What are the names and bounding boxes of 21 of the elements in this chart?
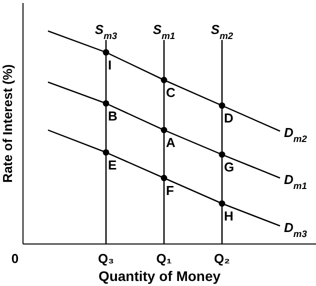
- annotation: B: [108, 108, 118, 124]
- x-tick-label: Q₃: [98, 251, 114, 266]
- annotation: I: [108, 57, 112, 72]
- x-tick-label: Q₁: [156, 251, 172, 266]
- y-axis-title: Rate of Interest (%): [0, 64, 15, 183]
- x-tick-label: Q₂: [214, 251, 230, 266]
- series-label: D$_{m1}$: [284, 172, 307, 191]
- annotation: F: [166, 182, 174, 198]
- annotation: G: [224, 160, 234, 175]
- annotation: E: [108, 157, 117, 172]
- series-label: D$_{m3}$: [284, 220, 308, 239]
- annotation: C: [166, 84, 176, 100]
- ref-line-label: S$_{m1}$: [152, 22, 176, 41]
- text: 0: [11, 251, 19, 266]
- ref-line-label: S$_{m2}$: [210, 22, 234, 41]
- ref-line-label: S$_{m3}$: [94, 22, 118, 41]
- annotation: D: [224, 110, 234, 126]
- annotation: A: [166, 135, 176, 150]
- annotation: H: [224, 208, 234, 224]
- series-label: D$_{m2}$: [284, 125, 308, 144]
- x-axis-title: Quantity of Money: [98, 268, 221, 284]
